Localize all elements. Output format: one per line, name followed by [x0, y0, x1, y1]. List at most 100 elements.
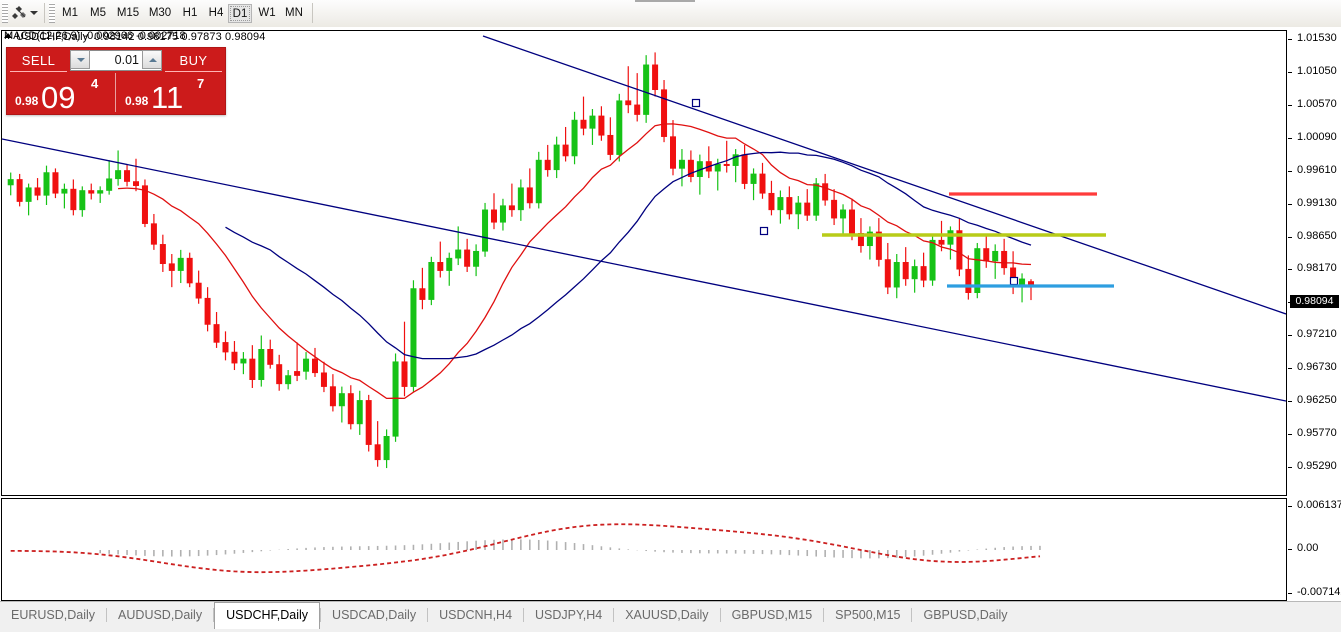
trendline-anchor[interactable] — [1009, 276, 1019, 286]
buy-price-display[interactable]: 0.98 11 7 — [117, 73, 223, 113]
trendline-upper[interactable] — [482, 35, 1286, 315]
price-scale[interactable]: 1.01530 1.01050 1.00570 1.00090 0.99610 0.991… — [1288, 30, 1341, 496]
macd-indicator-frame[interactable] — [1, 498, 1287, 601]
candle-body — [634, 104, 641, 115]
candle-body — [231, 351, 238, 364]
sell-button[interactable]: SELL — [10, 50, 67, 72]
timeframe-h4[interactable]: H4 — [208, 7, 224, 19]
macd-canvas[interactable] — [2, 499, 1286, 600]
candle-body — [687, 159, 694, 177]
trendline-group[interactable] — [2, 35, 1286, 402]
chart-tab-xauusd-daily[interactable]: XAUUSD,Daily — [625, 608, 709, 622]
candle-body — [115, 170, 122, 180]
toolbar-edge — [635, 0, 695, 2]
chart-tab-usdchf-daily[interactable]: USDCHF,Daily — [214, 602, 321, 629]
candle-body — [365, 400, 372, 445]
candle-body — [446, 257, 453, 271]
timeframe-mn[interactable]: MN — [285, 7, 303, 19]
timeframe-m30[interactable]: M30 — [148, 7, 172, 19]
sell-price-display[interactable]: 0.98 09 4 — [9, 73, 116, 113]
volume-stepper[interactable]: 0.01 — [70, 50, 162, 71]
candle-body — [25, 187, 32, 202]
chart-tab-usdcad-daily[interactable]: USDCAD,Daily — [332, 608, 417, 622]
candle-body — [598, 115, 605, 136]
candle-body — [124, 170, 131, 182]
candle-body — [884, 259, 891, 288]
chart-tab-audusd-daily[interactable]: AUDUSD,Daily — [118, 608, 203, 622]
candle-body — [795, 202, 802, 215]
timeframe-w1[interactable]: W1 — [258, 7, 276, 19]
candle-body — [589, 115, 596, 129]
candle-body — [508, 205, 515, 211]
trendline-anchor[interactable] — [691, 98, 701, 108]
price-label: 0.95770 — [1297, 427, 1337, 440]
timeframe-grip[interactable] — [49, 3, 55, 23]
candle-body — [70, 188, 77, 211]
candle-body — [553, 144, 560, 171]
candle-body — [285, 375, 292, 385]
chart-tab-eurusd-daily[interactable]: EURUSD,Daily — [11, 608, 96, 622]
candle-body — [464, 249, 471, 267]
timeframe-m15[interactable]: M15 — [116, 7, 140, 19]
candle-body — [7, 179, 14, 186]
timeframe-d1[interactable]: D1 — [228, 4, 252, 23]
toolbar-grip[interactable] — [2, 3, 8, 23]
candle-body — [875, 231, 882, 260]
candle-body — [34, 187, 41, 196]
price-tick — [1288, 434, 1292, 436]
collapse-triangle-icon[interactable] — [4, 33, 12, 38]
candle-body — [97, 190, 104, 194]
crosshair-cursor-icon[interactable] — [6, 2, 40, 24]
chart-tab-gbpusd-daily[interactable]: GBPUSD,Daily — [923, 608, 1008, 622]
volume-input[interactable]: 0.01 — [114, 53, 139, 67]
candle-body — [195, 282, 202, 299]
price-label: 0.98170 — [1297, 262, 1337, 275]
volume-increment-button[interactable] — [142, 50, 162, 69]
candle-body — [106, 178, 113, 191]
candle-body — [866, 231, 873, 247]
macd-scale-label: 0.006137 — [1297, 499, 1341, 511]
chart-tabs[interactable]: EURUSD,Daily AUDUSD,Daily USDCHF,Daily USDC… — [0, 602, 1019, 629]
chevron-down-icon[interactable] — [30, 11, 38, 15]
buy-price-prefix: 0.98 — [125, 94, 149, 108]
candle-body — [893, 262, 900, 288]
one-click-trading-panel[interactable]: SELL 0.01 BUY 0.98 09 4 — [6, 47, 226, 115]
chart-tab-usdcnh-h4[interactable]: USDCNH,H4 — [439, 608, 513, 622]
buy-button[interactable]: BUY — [165, 50, 222, 72]
toolbar-divider — [44, 3, 45, 23]
candle-body — [401, 361, 408, 387]
price-tick — [1288, 104, 1292, 106]
horizontal-levels[interactable] — [822, 192, 1114, 288]
chart-tab-usdjpy-h4[interactable]: USDJPY,H4 — [535, 608, 603, 622]
timeframe-h1[interactable]: H1 — [182, 7, 198, 19]
price-tick — [1288, 335, 1292, 337]
price-tick — [1288, 203, 1292, 205]
candle-body — [177, 257, 184, 271]
candle-body — [499, 205, 506, 223]
timeframe-m5[interactable]: M5 — [90, 7, 106, 19]
tab-divider — [719, 608, 721, 622]
tab-divider — [427, 608, 429, 622]
candle-body — [625, 100, 632, 106]
candle-body — [276, 364, 283, 385]
price-label: 1.00570 — [1297, 97, 1337, 110]
candle-body — [974, 248, 981, 293]
trendline-anchor[interactable] — [759, 226, 769, 236]
macd-tick — [1288, 549, 1292, 550]
volume-decrement-button[interactable] — [70, 50, 90, 69]
macd-histogram — [99, 539, 1041, 559]
price-chart-canvas[interactable] — [2, 31, 1286, 495]
candle-body — [661, 89, 668, 137]
candle-body — [714, 163, 721, 172]
timeframe-m1[interactable]: M1 — [62, 7, 78, 19]
chart-tab-sp500-m15[interactable]: SP500,M15 — [835, 608, 901, 622]
chart-tab-gbpusd-m15[interactable]: GBPUSD,M15 — [731, 608, 813, 622]
candle-body — [338, 393, 345, 407]
candle-body — [831, 199, 838, 219]
candle-body — [804, 202, 811, 216]
candle-body — [392, 361, 399, 437]
candle-body — [428, 262, 435, 300]
trendline-lower[interactable] — [2, 138, 1286, 402]
candle-body — [347, 393, 354, 425]
price-label: 1.00090 — [1297, 130, 1337, 143]
